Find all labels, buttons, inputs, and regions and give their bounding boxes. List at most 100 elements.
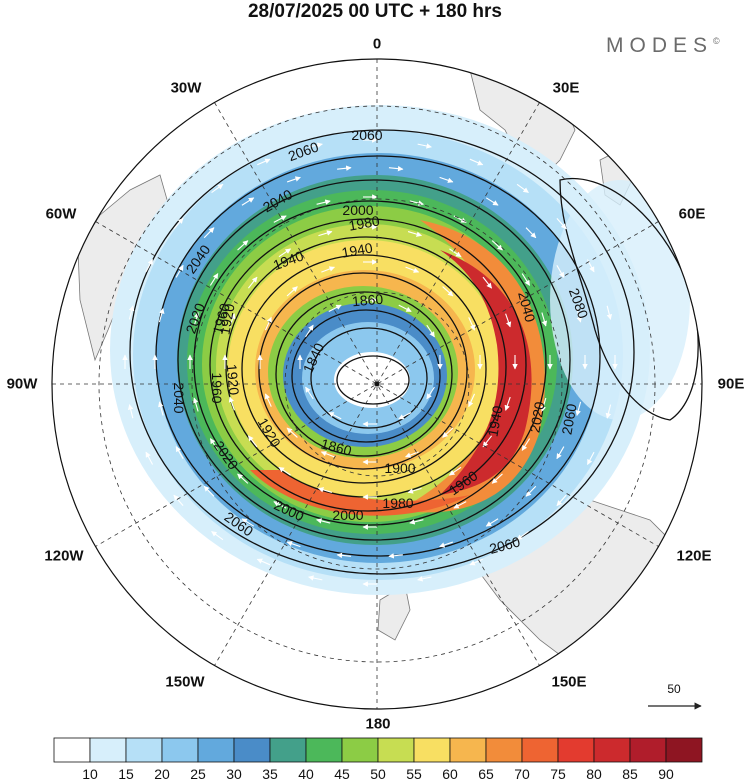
wind-vector [405, 451, 419, 458]
map-disk: 2060 2060 2040 2040 2000 1980 1940 1940 … [52, 59, 702, 709]
wind-vector [336, 552, 352, 559]
colorbar-swatch [305, 737, 343, 763]
latitude-circle-mid [191, 198, 563, 570]
colorbar-swatch [161, 737, 199, 763]
wind-vector [482, 276, 493, 289]
contour-1880 [291, 309, 441, 443]
wind-vector [439, 541, 454, 548]
wind-vector [417, 143, 432, 149]
wind-vector [308, 142, 323, 148]
wind-vector [320, 451, 335, 458]
wind-vector [203, 485, 215, 497]
brand-name: MODES [606, 34, 714, 57]
colorbar-label: 10 [82, 766, 98, 782]
wind-vector [158, 308, 165, 323]
colorbar-swatch [521, 737, 559, 763]
wind-vector [237, 473, 249, 484]
reference-vector-label: 50 [667, 682, 681, 696]
wind-vector [405, 266, 420, 273]
contour-1900 [275, 291, 453, 457]
contour-1860 [310, 327, 428, 429]
wind-vector [541, 312, 548, 327]
wind-vector [321, 266, 335, 273]
wind-vector [606, 305, 613, 320]
wind-vector [505, 313, 512, 328]
contour-label: 2000 [342, 202, 373, 218]
wind-vector [525, 485, 537, 497]
wind-vector [540, 397, 547, 412]
colorbar-swatch [629, 737, 667, 763]
wind-vector [485, 518, 499, 527]
contour-label: 1940 [340, 239, 374, 260]
contour-1840 [336, 355, 410, 405]
wind-vector [264, 316, 272, 331]
wind-vector [605, 404, 612, 419]
wind-vector [286, 541, 301, 548]
wind-vector [388, 165, 404, 172]
wind-vector [316, 518, 331, 524]
wind-vector [426, 324, 435, 338]
wind-vector [525, 227, 537, 239]
wind-vector [516, 183, 529, 193]
wind-vector [318, 230, 333, 237]
colorbar-label: 65 [478, 766, 494, 782]
colorbar-swatch [341, 737, 379, 763]
wind-vector [442, 286, 454, 297]
contour-label: 2060 [558, 402, 579, 436]
wind-vector [328, 304, 342, 312]
wind-vector [398, 412, 412, 420]
contour-label: 1860 [351, 291, 384, 310]
wind-vector [398, 304, 412, 312]
wind-vector [278, 248, 292, 258]
longitude-label-90e: 90E [717, 375, 745, 393]
contour-label: 1860 [319, 435, 353, 459]
contour-2060 [129, 129, 635, 575]
wind-vector [576, 308, 582, 323]
wind-vector [485, 197, 499, 206]
longitude-label-0: 0 [372, 35, 382, 53]
colorbar-label: 90 [658, 766, 674, 782]
wind-vector [173, 217, 184, 230]
wind-vector [409, 519, 424, 525]
wind-vector [127, 404, 134, 419]
colorbar-label: 15 [118, 766, 134, 782]
wind-vector [469, 558, 483, 566]
wind-vector [241, 518, 255, 527]
colorbar [53, 737, 703, 763]
contour-2000 [193, 200, 547, 526]
colorbar-swatch [125, 737, 163, 763]
colorbar-label: 75 [550, 766, 566, 782]
wind-vector [192, 397, 199, 412]
contour-label: 1960 [209, 301, 233, 335]
contour-label: 1940 [484, 404, 505, 438]
wind-vector [273, 215, 287, 223]
wind-vector [521, 273, 531, 286]
wind-vector [388, 553, 403, 559]
colorbar-swatch [377, 737, 415, 763]
wind-vector [468, 317, 476, 331]
wind-vector [128, 305, 135, 320]
wind-vector [286, 286, 298, 297]
colorbar-swatch [485, 737, 523, 763]
wind-vector [417, 576, 432, 582]
colorbar-swatch [449, 737, 487, 763]
colorbar-swatch [233, 737, 271, 763]
wind-vector [586, 451, 595, 465]
colorbar-label: 70 [514, 766, 530, 782]
contour-label: 2060 [351, 127, 382, 143]
contour-label: 1980 [347, 212, 381, 233]
wind-vector [145, 259, 154, 273]
contour-label: 1980 [382, 495, 413, 511]
colorbar-swatch [665, 737, 703, 763]
contour-label: 1920 [216, 302, 237, 336]
wind-vector [317, 487, 333, 493]
contour-1920 [258, 272, 468, 470]
wind-vector [247, 435, 258, 448]
wind-vector [256, 558, 271, 566]
wind-vector [448, 466, 462, 476]
colorbar-swatch [53, 737, 91, 763]
wind-vector [468, 393, 476, 408]
wind-vector [556, 265, 565, 278]
